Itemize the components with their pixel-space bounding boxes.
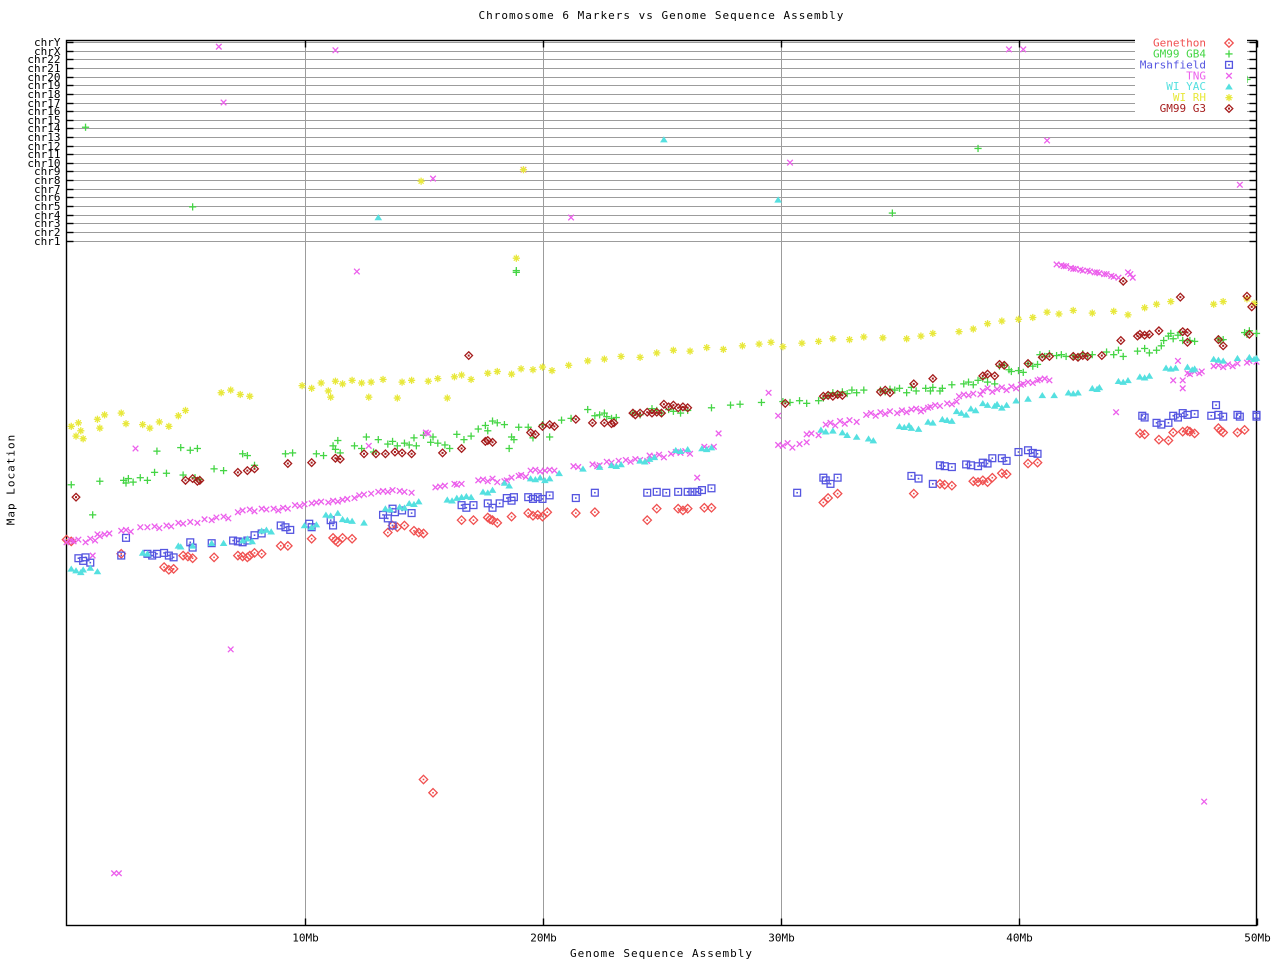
y-tick-label: chr19 bbox=[27, 79, 60, 92]
y-tick-label: chr5 bbox=[34, 200, 61, 213]
legend-label-genethon: Genethon bbox=[1153, 37, 1206, 50]
x-tick-label: 20Mb bbox=[530, 932, 557, 945]
series-marshfield bbox=[74, 401, 1261, 567]
x-tick-label: 50Mb bbox=[1244, 932, 1271, 945]
y-tick-label: chr18 bbox=[27, 88, 60, 101]
legend-label-gm99-g3: GM99 G3 bbox=[1160, 102, 1206, 115]
y-tick-label: chr2 bbox=[34, 226, 61, 239]
x-tick-label: 10Mb bbox=[292, 932, 319, 945]
legend-label-wi-rh: WI RH bbox=[1173, 91, 1206, 104]
y-tick-label: chr15 bbox=[27, 114, 60, 127]
y-tick-label: chr17 bbox=[27, 97, 60, 110]
y-tick-label: chr7 bbox=[34, 183, 61, 196]
x-gridlines: 10Mb 20Mb 30Mb 40Mb 50Mb bbox=[292, 40, 1271, 945]
series-gm99-g3 bbox=[71, 276, 1257, 502]
y-tick-label: chr11 bbox=[27, 148, 60, 161]
y-tick-label: chr16 bbox=[27, 105, 60, 118]
y-tick-label: chr1 bbox=[34, 235, 61, 248]
y-tick-label: chrY bbox=[34, 36, 61, 49]
x-tick-label: 30Mb bbox=[768, 932, 795, 945]
y-tick-label: chr13 bbox=[27, 131, 60, 144]
y-tick-label: chr4 bbox=[34, 209, 61, 222]
y-tick-label: chr20 bbox=[27, 71, 60, 84]
chromosome-gridlines: chrYchrXchr22chr21chr20chr19chr18chr17ch… bbox=[27, 36, 1257, 248]
series-wi-yac bbox=[67, 136, 1261, 576]
legend-label-marshfield: Marshfield bbox=[1140, 58, 1206, 71]
y-tick-label: chr10 bbox=[27, 157, 60, 170]
x-tick-label: 40Mb bbox=[1006, 932, 1033, 945]
y-tick-label: chr12 bbox=[27, 140, 60, 153]
y-tick-label: chr3 bbox=[34, 217, 61, 230]
x-axis-title: Genome Sequence Assembly bbox=[570, 947, 753, 960]
legend-label-gm99-gb4: GM99 GB4 bbox=[1153, 47, 1206, 60]
legend-label-tng: TNG bbox=[1186, 69, 1206, 82]
y-tick-label: chr22 bbox=[27, 53, 60, 66]
plot-border bbox=[65, 39, 1258, 927]
y-tick-label: chr21 bbox=[27, 62, 60, 75]
y-tick-label: chr9 bbox=[34, 165, 61, 178]
series-wi-rh bbox=[67, 166, 1258, 443]
series-genethon bbox=[61, 423, 1250, 798]
y-tick-label: chr14 bbox=[27, 122, 60, 135]
y-tick-label: chrX bbox=[34, 45, 61, 58]
y-tick-label: chr8 bbox=[34, 174, 61, 187]
series-tng bbox=[63, 43, 1260, 877]
chart-title: Chromosome 6 Markers vs Genome Sequence … bbox=[478, 9, 845, 22]
legend-label-wi-yac: WI YAC bbox=[1166, 80, 1206, 93]
y-tick-label: chr6 bbox=[34, 191, 61, 204]
